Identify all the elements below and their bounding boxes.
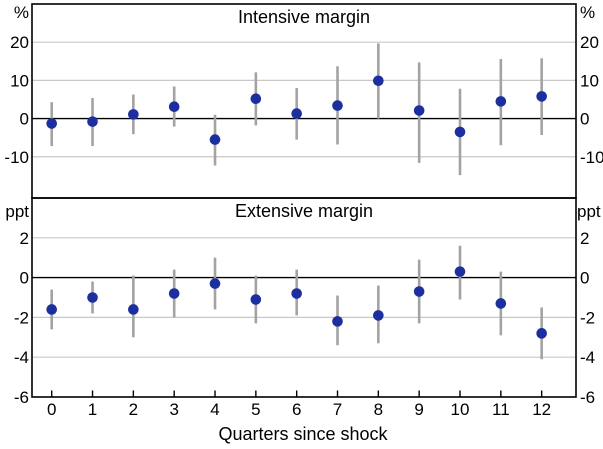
- x-tick-label: 9: [414, 400, 423, 419]
- unit-label-percent-left: %: [14, 3, 29, 22]
- panel-title-intensive: Intensive margin: [238, 7, 370, 27]
- panel-border: [31, 3, 577, 199]
- data-point: [332, 316, 343, 327]
- panel-title-extensive: Extensive margin: [235, 201, 373, 221]
- data-point: [128, 304, 139, 315]
- x-tick-label: 1: [88, 400, 97, 419]
- y-tick-label-right: -2: [580, 308, 595, 327]
- data-point: [168, 101, 180, 113]
- y-tick-label-left: 20: [10, 33, 29, 52]
- y-tick-label-left: 2: [20, 229, 29, 248]
- unit-label-ppt-right: ppt: [577, 202, 601, 221]
- data-point: [46, 118, 57, 129]
- y-tick-label-left: -6: [14, 388, 29, 407]
- data-point: [495, 298, 507, 309]
- x-tick-label: 12: [532, 400, 551, 419]
- y-tick-label-right: 10: [580, 71, 599, 90]
- data-point: [209, 134, 221, 145]
- y-tick-label-left: 0: [20, 110, 29, 129]
- data-point: [291, 108, 302, 119]
- data-point: [373, 310, 384, 321]
- y-tick-label-left: 10: [10, 71, 29, 90]
- data-point: [250, 294, 262, 305]
- data-point: [454, 266, 466, 277]
- x-tick-label: 2: [129, 400, 138, 419]
- data-point: [413, 286, 425, 297]
- x-axis-title: Quarters since shock: [218, 424, 388, 444]
- data-point: [332, 100, 343, 111]
- y-tick-label-right: -4: [580, 348, 595, 367]
- unit-label-ppt-left: ppt: [5, 202, 29, 221]
- panel-border: [31, 197, 577, 398]
- data-point: [87, 292, 98, 303]
- data-point: [454, 126, 466, 138]
- x-tick-label: 11: [492, 400, 510, 419]
- data-point: [128, 109, 139, 120]
- y-tick-label-right: 2: [580, 229, 589, 248]
- data-point: [536, 91, 547, 102]
- x-tick-label: 4: [210, 400, 219, 419]
- data-point: [250, 93, 262, 105]
- y-tick-label-right: -6: [580, 388, 595, 407]
- y-tick-label-left: -4: [14, 348, 29, 367]
- data-point: [495, 96, 507, 107]
- y-tick-label-left: 0: [20, 269, 29, 288]
- y-tick-label-left: -2: [14, 308, 29, 327]
- unit-label-percent-right: %: [580, 3, 595, 22]
- x-tick-label: 0: [47, 400, 56, 419]
- y-tick-label-right: 20: [580, 33, 599, 52]
- y-tick-label-right: 0: [580, 110, 589, 129]
- data-point: [291, 288, 302, 299]
- x-tick-label: 8: [374, 400, 383, 419]
- y-tick-label-right: 0: [580, 269, 589, 288]
- data-point: [373, 75, 384, 87]
- x-tick-label: 7: [333, 400, 342, 419]
- x-tick-label: 5: [251, 400, 260, 419]
- x-tick-label: 6: [292, 400, 301, 419]
- data-point: [46, 304, 57, 315]
- y-tick-label-right: -10: [580, 148, 603, 167]
- x-tick-label: 10: [451, 400, 470, 419]
- data-point: [209, 278, 221, 289]
- data-point: [536, 328, 547, 339]
- data-point: [413, 105, 425, 116]
- y-tick-label-left: -10: [4, 148, 29, 167]
- x-tick-label: 3: [169, 400, 178, 419]
- data-point: [168, 288, 180, 299]
- data-point: [87, 116, 98, 127]
